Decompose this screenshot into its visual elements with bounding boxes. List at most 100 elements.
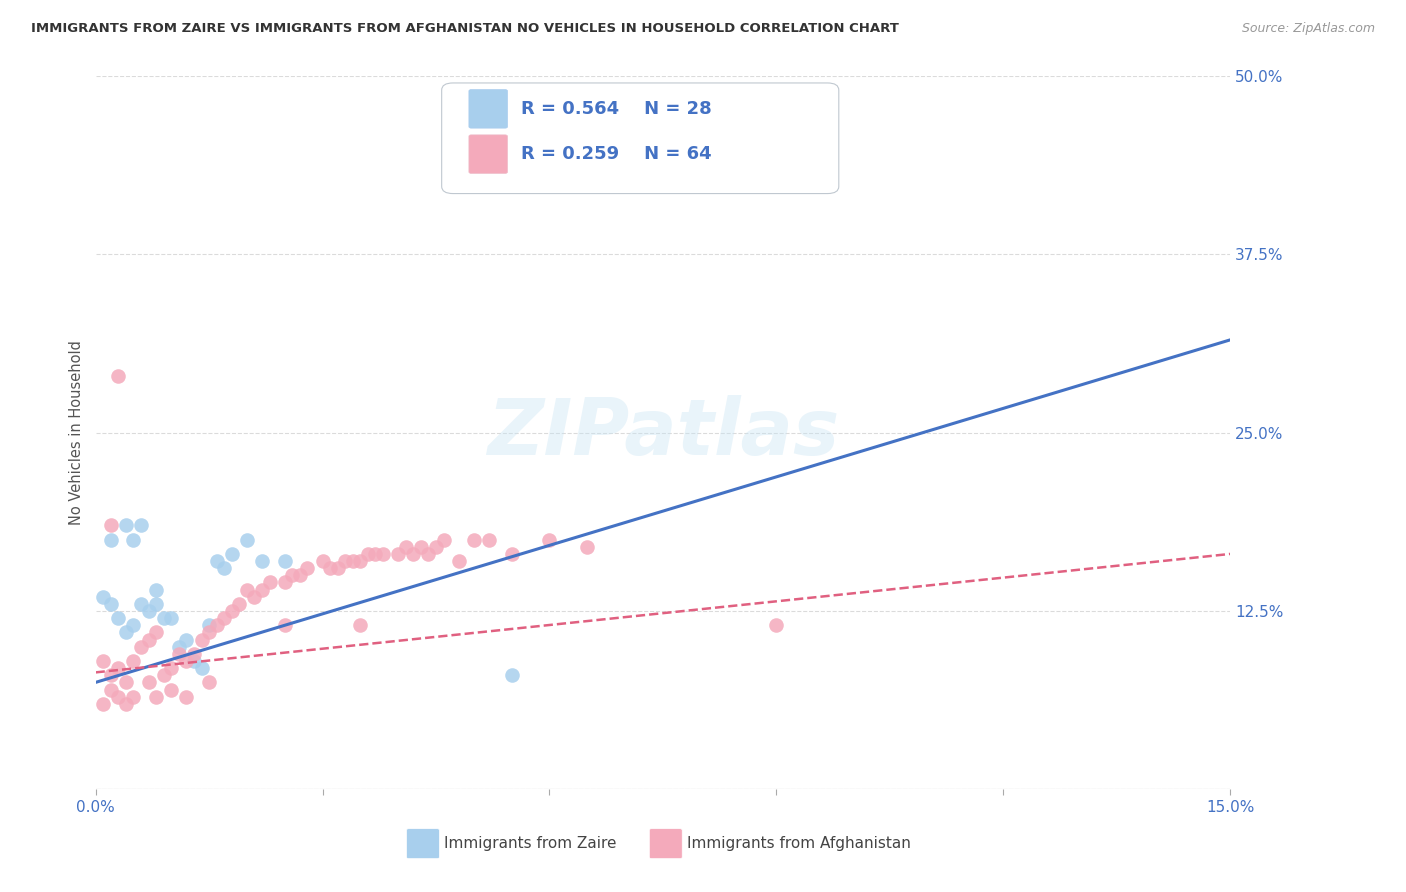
Point	[205, 554, 228, 568]
Point	[138, 604, 160, 618]
Point	[288, 568, 311, 582]
Point	[243, 590, 266, 604]
Point	[432, 533, 454, 547]
Point	[122, 654, 145, 668]
Point	[167, 647, 190, 661]
Point	[91, 654, 114, 668]
Text: R = 0.564    N = 28: R = 0.564 N = 28	[522, 100, 711, 118]
Point	[463, 533, 485, 547]
Point	[250, 554, 273, 568]
Point	[129, 597, 152, 611]
Point	[115, 625, 138, 640]
Point	[198, 675, 221, 690]
Point	[274, 575, 297, 590]
Point	[349, 618, 371, 632]
Point	[274, 554, 297, 568]
Point	[371, 547, 394, 561]
Point	[250, 582, 273, 597]
Point	[145, 625, 167, 640]
Point	[765, 618, 787, 632]
Point	[145, 582, 167, 597]
FancyBboxPatch shape	[470, 135, 508, 173]
Point	[387, 547, 409, 561]
FancyBboxPatch shape	[470, 89, 508, 128]
FancyBboxPatch shape	[441, 83, 839, 194]
Point	[107, 368, 129, 383]
Point	[122, 690, 145, 704]
Point	[236, 533, 259, 547]
Point	[364, 547, 387, 561]
FancyBboxPatch shape	[406, 829, 440, 859]
Point	[538, 533, 561, 547]
Point	[402, 547, 425, 561]
Point	[319, 561, 342, 575]
Point	[160, 682, 183, 697]
Point	[228, 597, 250, 611]
Point	[152, 611, 174, 625]
Point	[342, 554, 364, 568]
Point	[221, 604, 243, 618]
Point	[176, 690, 198, 704]
Point	[152, 668, 174, 682]
Point	[138, 675, 160, 690]
Point	[100, 533, 122, 547]
Point	[100, 597, 122, 611]
Point	[122, 533, 145, 547]
Point	[395, 540, 418, 554]
Point	[418, 547, 440, 561]
Point	[205, 618, 228, 632]
Point	[91, 697, 114, 711]
Text: ZIPatlas: ZIPatlas	[486, 394, 839, 471]
Point	[198, 625, 221, 640]
Text: IMMIGRANTS FROM ZAIRE VS IMMIGRANTS FROM AFGHANISTAN NO VEHICLES IN HOUSEHOLD CO: IMMIGRANTS FROM ZAIRE VS IMMIGRANTS FROM…	[31, 22, 898, 36]
Point	[160, 661, 183, 675]
Point	[281, 568, 304, 582]
Point	[190, 661, 212, 675]
Point	[107, 661, 129, 675]
Point	[311, 554, 333, 568]
Point	[212, 561, 235, 575]
Point	[478, 533, 501, 547]
Point	[212, 611, 235, 625]
Point	[176, 654, 198, 668]
Point	[160, 611, 183, 625]
Point	[501, 547, 523, 561]
Text: Immigrants from Zaire: Immigrants from Zaire	[444, 836, 616, 851]
Point	[335, 554, 357, 568]
Point	[259, 575, 281, 590]
Point	[122, 618, 145, 632]
Point	[349, 554, 371, 568]
Y-axis label: No Vehicles in Household: No Vehicles in Household	[69, 340, 84, 525]
Point	[727, 169, 749, 183]
Point	[221, 547, 243, 561]
Point	[357, 547, 380, 561]
Point	[576, 540, 599, 554]
Point	[100, 668, 122, 682]
Point	[183, 647, 205, 661]
Point	[183, 654, 205, 668]
Point	[190, 632, 212, 647]
Point	[501, 668, 523, 682]
Point	[145, 690, 167, 704]
Point	[176, 632, 198, 647]
Point	[107, 690, 129, 704]
Point	[425, 540, 447, 554]
Text: Source: ZipAtlas.com: Source: ZipAtlas.com	[1241, 22, 1375, 36]
Point	[91, 590, 114, 604]
Point	[447, 554, 470, 568]
Point	[198, 618, 221, 632]
FancyBboxPatch shape	[650, 829, 682, 859]
Text: R = 0.259    N = 64: R = 0.259 N = 64	[522, 145, 711, 163]
Point	[409, 540, 432, 554]
Text: Immigrants from Afghanistan: Immigrants from Afghanistan	[686, 836, 911, 851]
Point	[326, 561, 349, 575]
Point	[274, 618, 297, 632]
Point	[100, 682, 122, 697]
Point	[236, 582, 259, 597]
Point	[167, 640, 190, 654]
Point	[297, 561, 319, 575]
Point	[107, 611, 129, 625]
Point	[129, 640, 152, 654]
Point	[145, 597, 167, 611]
Point	[129, 518, 152, 533]
